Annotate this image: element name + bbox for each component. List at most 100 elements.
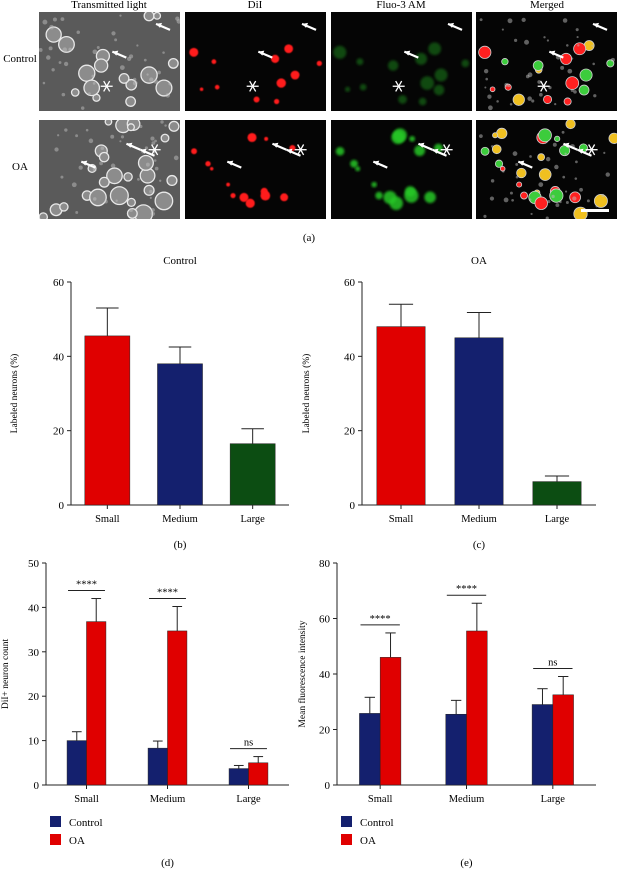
merged-cell (520, 191, 528, 200)
dil-cell (290, 70, 300, 80)
significance-label: **** (157, 588, 178, 599)
speckle (570, 57, 574, 60)
speckle (560, 65, 565, 70)
fluo-cell (350, 159, 358, 168)
speckle (111, 31, 116, 36)
speckle (149, 196, 152, 199)
dil-cell (316, 60, 322, 67)
merged-cell (532, 60, 544, 71)
y-tick-label: 60 (344, 277, 356, 289)
speckle (146, 73, 149, 76)
cell-outline (143, 12, 155, 22)
speckle (483, 68, 489, 74)
col-header-fluo3: Fluo-3 AM (376, 0, 425, 11)
x-tick-label: Medium (461, 514, 497, 525)
speckle (85, 128, 89, 132)
merged-cell (573, 42, 587, 56)
col-header-transmitted: Transmitted light (71, 0, 147, 11)
speckle (530, 212, 533, 216)
y-tick-label: 20 (53, 426, 65, 438)
cell-outline (78, 64, 96, 82)
speckle (555, 203, 560, 208)
bar-large (532, 481, 582, 506)
asterisk-marker (249, 80, 257, 92)
arrow-head (432, 148, 439, 154)
speckle (76, 30, 81, 35)
micrograph-control-fluo3 (331, 12, 472, 111)
speckle (527, 96, 532, 101)
bar-small (376, 326, 426, 506)
merged-cell (554, 135, 561, 142)
speckle (153, 79, 159, 84)
arrow-head (593, 22, 600, 28)
speckle (151, 141, 156, 145)
arrow-head (577, 148, 584, 154)
speckle (57, 134, 60, 137)
asterisk-marker (297, 144, 305, 156)
speckle (546, 39, 550, 42)
speckle (110, 163, 116, 169)
micrograph-control-dil (185, 12, 326, 111)
merged-cell (492, 132, 499, 139)
fluo-cell (371, 181, 377, 188)
cell-outline (118, 72, 130, 84)
speckle (159, 179, 162, 182)
panel-a: Transmitted light DiI Fluo-3 AM Merged C… (3, 0, 617, 244)
cell-outline (143, 184, 155, 196)
speckle (137, 177, 140, 181)
speckle (64, 128, 68, 132)
speckle (570, 88, 574, 92)
merged-cell (534, 196, 548, 210)
speckle (591, 44, 594, 47)
speckle (92, 81, 96, 85)
y-tick-label: 20 (319, 725, 331, 737)
legend: Control OA (341, 816, 394, 847)
merged-cell (478, 45, 492, 59)
cell-outline (89, 188, 107, 207)
fluo-cell (434, 68, 448, 82)
arrow-head (227, 160, 234, 166)
dil-cell (247, 132, 257, 143)
speckle (504, 82, 509, 87)
chart-d: 0 10 20 30 40 50 DiI+ neuron count Small Medium L… (1, 558, 289, 869)
dil-cell (211, 59, 217, 65)
fluo-cell (409, 135, 416, 142)
speckle (78, 165, 83, 170)
speckle (110, 134, 115, 139)
dil-cell (189, 47, 199, 57)
bar-control-large (228, 768, 249, 786)
speckle (509, 191, 513, 195)
cell-outline (98, 176, 110, 188)
speckle (501, 28, 504, 31)
speckle (487, 94, 492, 99)
y-tick-label: 40 (344, 351, 356, 363)
legend-label-control: Control (360, 817, 394, 829)
merged-cell (491, 144, 502, 155)
speckle (531, 99, 535, 103)
x-tick-label: Medium (150, 794, 186, 805)
arrow-head (286, 148, 293, 154)
speckle (136, 44, 139, 47)
speckle (63, 61, 69, 67)
merged-cell (537, 153, 546, 162)
dil-cell (270, 54, 280, 64)
merged-cell (516, 181, 523, 188)
bar-oa-small (379, 657, 402, 786)
merged-cell (563, 97, 572, 106)
arrow-head (126, 142, 133, 148)
speckle (149, 77, 154, 82)
micrograph-oa-merged (476, 120, 617, 219)
micrograph-oa-transmitted (39, 120, 180, 219)
fluo-cell (424, 191, 436, 204)
speckle (150, 136, 155, 141)
speckle (91, 74, 95, 78)
speckle (168, 82, 172, 86)
y-tick-label: 0 (59, 500, 65, 512)
arrow-head (418, 142, 425, 148)
speckle (100, 146, 105, 151)
speckle (52, 17, 57, 22)
speckle (577, 44, 580, 47)
speckle (511, 198, 514, 202)
merged-cell (565, 120, 576, 130)
cell-outline (123, 172, 133, 182)
